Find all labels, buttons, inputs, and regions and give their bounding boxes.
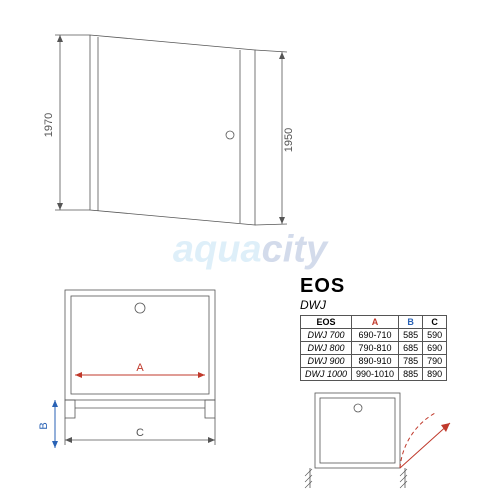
table-cell: DWJ 700 (301, 329, 352, 342)
table-cell: 885 (399, 368, 423, 381)
dim-1970: 1970 (43, 113, 55, 137)
product-subtitle: DWJ (300, 298, 345, 312)
table-cell: 890 (423, 368, 447, 381)
table-cell: 890-910 (352, 355, 399, 368)
table-row: DWJ 900890-910785790 (301, 355, 447, 368)
table-cell: 990-1010 (352, 368, 399, 381)
table-cell: 590 (423, 329, 447, 342)
table-header: B (399, 316, 423, 329)
label-b: B (38, 422, 50, 429)
dim-1950: 1950 (283, 128, 295, 152)
table-cell: 685 (399, 342, 423, 355)
table-cell: 585 (399, 329, 423, 342)
table-cell: 790 (423, 355, 447, 368)
product-title-block: EOS DWJ (300, 275, 345, 312)
table-cell: 690-710 (352, 329, 399, 342)
label-a: A (136, 362, 144, 374)
table-row: DWJ 1000990-1010885890 (301, 368, 447, 381)
table-cell: 785 (399, 355, 423, 368)
label-c: C (136, 427, 144, 439)
table-cell: DWJ 900 (301, 355, 352, 368)
iso-drawing: 1970 1950 (30, 10, 310, 260)
product-title: EOS (300, 275, 345, 298)
table-row: DWJ 800790-810685690 (301, 342, 447, 355)
table-cell: DWJ 800 (301, 342, 352, 355)
table-header: C (423, 316, 447, 329)
table-row: DWJ 700690-710585590 (301, 329, 447, 342)
table-header: EOS (301, 316, 352, 329)
plan-view: A B C (35, 280, 255, 480)
table-header: A (352, 316, 399, 329)
dimension-table: EOSABC DWJ 700690-710585590DWJ 800790-81… (300, 315, 447, 381)
swing-diagram (300, 388, 470, 493)
table-cell: DWJ 1000 (301, 368, 352, 381)
table-cell: 790-810 (352, 342, 399, 355)
table-cell: 690 (423, 342, 447, 355)
